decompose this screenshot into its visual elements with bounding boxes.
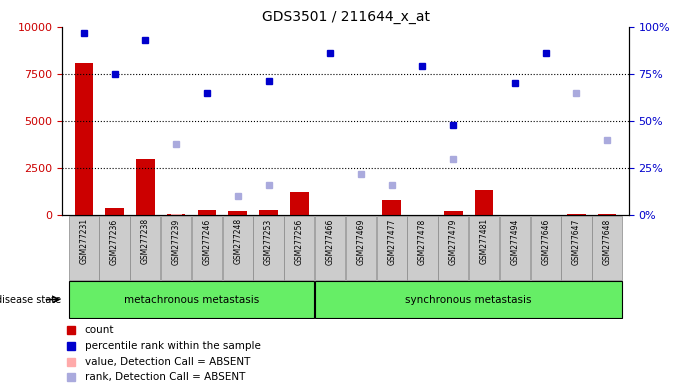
FancyBboxPatch shape bbox=[315, 281, 623, 318]
FancyBboxPatch shape bbox=[192, 216, 222, 280]
Bar bbox=[198, 210, 216, 215]
Text: GSM277239: GSM277239 bbox=[171, 218, 180, 265]
FancyBboxPatch shape bbox=[531, 216, 561, 280]
Text: GSM277477: GSM277477 bbox=[387, 218, 396, 265]
FancyBboxPatch shape bbox=[346, 216, 376, 280]
FancyBboxPatch shape bbox=[284, 216, 314, 280]
Bar bbox=[567, 214, 586, 215]
FancyBboxPatch shape bbox=[254, 216, 283, 280]
Bar bbox=[475, 190, 493, 215]
FancyBboxPatch shape bbox=[377, 216, 407, 280]
Text: GSM277231: GSM277231 bbox=[79, 218, 88, 265]
Bar bbox=[382, 200, 401, 215]
Text: GSM277248: GSM277248 bbox=[234, 218, 243, 265]
Text: GSM277648: GSM277648 bbox=[603, 218, 612, 265]
FancyBboxPatch shape bbox=[68, 281, 314, 318]
Text: GSM277494: GSM277494 bbox=[511, 218, 520, 265]
Text: GSM277238: GSM277238 bbox=[141, 218, 150, 265]
Bar bbox=[105, 209, 124, 215]
Text: count: count bbox=[85, 326, 114, 336]
FancyBboxPatch shape bbox=[469, 216, 499, 280]
Text: rank, Detection Call = ABSENT: rank, Detection Call = ABSENT bbox=[85, 372, 245, 382]
Text: GSM277646: GSM277646 bbox=[541, 218, 550, 265]
Text: synchronous metastasis: synchronous metastasis bbox=[406, 295, 532, 305]
Title: GDS3501 / 211644_x_at: GDS3501 / 211644_x_at bbox=[261, 10, 430, 25]
FancyBboxPatch shape bbox=[100, 216, 130, 280]
FancyBboxPatch shape bbox=[408, 216, 437, 280]
Text: value, Detection Call = ABSENT: value, Detection Call = ABSENT bbox=[85, 357, 250, 367]
FancyBboxPatch shape bbox=[315, 216, 346, 280]
Bar bbox=[229, 211, 247, 215]
Bar bbox=[444, 211, 462, 215]
Text: disease state: disease state bbox=[0, 295, 61, 305]
FancyBboxPatch shape bbox=[500, 216, 530, 280]
Text: metachronous metastasis: metachronous metastasis bbox=[124, 295, 259, 305]
FancyBboxPatch shape bbox=[438, 216, 468, 280]
Bar bbox=[167, 214, 185, 215]
FancyBboxPatch shape bbox=[592, 216, 623, 280]
Bar bbox=[136, 159, 155, 215]
Bar bbox=[259, 210, 278, 215]
Text: GSM277246: GSM277246 bbox=[202, 218, 211, 265]
Bar bbox=[171, 214, 182, 215]
FancyBboxPatch shape bbox=[130, 216, 160, 280]
Bar bbox=[290, 192, 309, 215]
Text: percentile rank within the sample: percentile rank within the sample bbox=[85, 341, 261, 351]
FancyBboxPatch shape bbox=[561, 216, 591, 280]
FancyBboxPatch shape bbox=[223, 216, 253, 280]
Text: GSM277256: GSM277256 bbox=[295, 218, 304, 265]
Text: GSM277236: GSM277236 bbox=[110, 218, 119, 265]
Bar bbox=[75, 63, 93, 215]
Text: GSM277466: GSM277466 bbox=[325, 218, 334, 265]
Text: GSM277478: GSM277478 bbox=[418, 218, 427, 265]
FancyBboxPatch shape bbox=[161, 216, 191, 280]
Text: GSM277469: GSM277469 bbox=[357, 218, 366, 265]
Text: GSM277647: GSM277647 bbox=[572, 218, 581, 265]
Text: GSM277479: GSM277479 bbox=[448, 218, 457, 265]
FancyBboxPatch shape bbox=[68, 216, 99, 280]
Bar bbox=[598, 214, 616, 215]
Text: GSM277481: GSM277481 bbox=[480, 218, 489, 265]
Text: GSM277253: GSM277253 bbox=[264, 218, 273, 265]
